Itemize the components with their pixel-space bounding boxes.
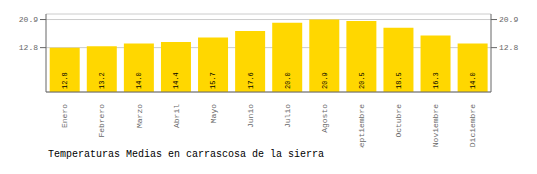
svg-text:Diciembre: Diciembre — [468, 104, 477, 147]
svg-text:20.0: 20.0 — [284, 72, 292, 89]
svg-text:12.8: 12.8 — [499, 43, 518, 52]
svg-text:15.7: 15.7 — [209, 72, 217, 89]
svg-text:Abril: Abril — [172, 104, 181, 128]
svg-text:16.3: 16.3 — [432, 72, 440, 89]
svg-text:Febrero: Febrero — [97, 104, 106, 138]
svg-text:14.4: 14.4 — [172, 72, 180, 89]
svg-text:12.8: 12.8 — [61, 72, 69, 89]
svg-text:20.9: 20.9 — [321, 72, 329, 89]
html-text:Temperaturas Medias en carrasc: Temperaturas Medias en carrascosa de la … — [48, 149, 324, 160]
svg-text:13.2: 13.2 — [98, 72, 106, 89]
svg-text:Septiembre: Septiembre — [357, 104, 366, 148]
svg-text:14.0: 14.0 — [469, 72, 477, 89]
svg-text:Octubre: Octubre — [394, 104, 403, 138]
svg-text:Marzo: Marzo — [135, 104, 144, 128]
svg-text:Mayo: Mayo — [209, 104, 218, 123]
svg-text:17.6: 17.6 — [247, 72, 255, 89]
svg-text:18.5: 18.5 — [395, 72, 403, 89]
svg-text:Noviembre: Noviembre — [431, 104, 440, 147]
svg-text:Agosto: Agosto — [320, 104, 329, 133]
svg-text:12.8: 12.8 — [19, 43, 38, 52]
svg-text:20.9: 20.9 — [19, 15, 38, 24]
svg-text:Junio: Junio — [246, 104, 255, 128]
svg-text:Enero: Enero — [60, 104, 69, 128]
svg-text:14.0: 14.0 — [135, 72, 143, 89]
svg-text:20.5: 20.5 — [358, 72, 366, 89]
svg-text:Julio: Julio — [283, 104, 292, 128]
svg-text:20.9: 20.9 — [499, 15, 518, 24]
